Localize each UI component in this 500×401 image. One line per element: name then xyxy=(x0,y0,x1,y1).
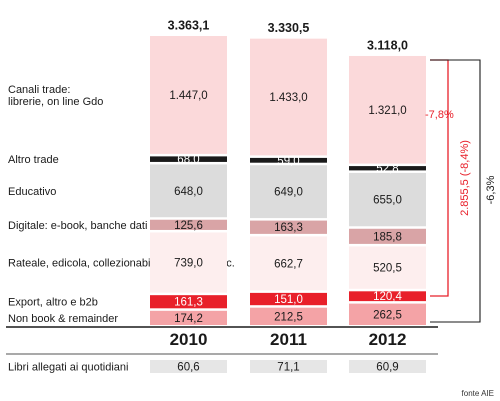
bar-segment xyxy=(250,157,327,163)
segment-value-label: 161,3 xyxy=(174,297,203,309)
segment-value-label: 649,0 xyxy=(274,187,303,199)
segment-value-label: 68,0 xyxy=(177,154,199,166)
red-bracket xyxy=(430,59,449,297)
category-label: Non book & remainder xyxy=(8,313,118,325)
category-label: Canali trade: librerie, on line Gdo xyxy=(8,84,103,108)
year-label: 2012 xyxy=(369,330,407,349)
segment-value-label: 262,5 xyxy=(373,309,402,321)
bar-segment xyxy=(250,220,327,234)
segment-value-label: 662,7 xyxy=(274,258,303,270)
year-labels: 2010 2011 2012 xyxy=(170,330,407,349)
bar-segment xyxy=(150,36,227,154)
bars: 174,2 161,3 739,0 125,6 648,0 68,0 1.447,0 212,… xyxy=(150,36,426,325)
bar-segment xyxy=(250,236,327,291)
bar-segment xyxy=(150,156,227,162)
year-label: 2010 xyxy=(170,330,208,349)
extra-row: 60,6 71,1 60,9 xyxy=(150,360,426,374)
extra-row-cell xyxy=(349,360,426,373)
segment-value-label: 151,0 xyxy=(274,294,303,306)
annotations: -7,8% 2.855,5 (-8,4%) -6,3% xyxy=(425,59,497,323)
segment-value-label: 185,8 xyxy=(373,231,402,243)
total-labels: 3.363,1 3.330,5 3.118,0 xyxy=(168,19,408,53)
extra-row-value: 60,6 xyxy=(177,362,199,374)
bar-segment xyxy=(250,38,327,156)
black-bracket-label: -6,3% xyxy=(485,175,497,204)
bar-segment xyxy=(349,246,426,289)
bar-segment xyxy=(150,310,227,325)
extra-row-cell xyxy=(150,360,227,373)
segment-value-label: 163,3 xyxy=(274,222,303,234)
segment-value-label: 52,8 xyxy=(376,163,398,175)
red-bracket-label: 2.855,5 (-8,4%) xyxy=(459,140,471,216)
bar-segment xyxy=(349,303,426,325)
bar-segment xyxy=(250,165,327,219)
bar-segment xyxy=(150,219,227,230)
extra-row-cell xyxy=(250,360,327,373)
segment-value-label: 212,5 xyxy=(274,311,303,323)
extra-row-value: 60,9 xyxy=(376,362,398,374)
extra-row-label: Libri allegati ai quotidiani xyxy=(8,362,128,374)
total-label: 3.330,5 xyxy=(268,21,310,35)
segment-value-label: 1.321,0 xyxy=(368,105,406,117)
segment-value-label: 174,2 xyxy=(174,313,203,325)
bar-segment xyxy=(349,55,426,164)
category-label: Educativo xyxy=(8,186,56,198)
segment-value-label: 120,4 xyxy=(373,291,402,303)
segment-value-label: 1.447,0 xyxy=(169,90,207,102)
bar-segment xyxy=(150,164,227,218)
category-label: Export, altro e b2b xyxy=(8,297,98,309)
bar-segment xyxy=(349,291,426,302)
bar-segment xyxy=(349,228,426,244)
bar-segment xyxy=(150,232,227,293)
segment-value-label: 59,0 xyxy=(277,155,299,167)
segment-value-label: 1.433,0 xyxy=(269,92,307,104)
extra-row-value: 71,1 xyxy=(277,362,299,374)
bar-segment xyxy=(349,172,426,227)
segment-value-label: 655,0 xyxy=(373,195,402,207)
segment-value-label: 520,5 xyxy=(373,263,402,275)
trade-change-label: -7,8% xyxy=(425,109,454,121)
black-bracket xyxy=(430,59,481,323)
total-label: 3.118,0 xyxy=(367,38,408,52)
total-label: 3.363,1 xyxy=(168,19,210,33)
category-label: Digitale: e-book, banche dati xyxy=(8,220,147,232)
segment-value-label: 739,0 xyxy=(174,258,203,270)
year-label: 2011 xyxy=(270,330,307,349)
segment-value-label: 125,6 xyxy=(174,220,203,232)
source-note: fonte AIE xyxy=(462,389,494,398)
segment-value-label: 648,0 xyxy=(174,186,203,198)
bar-segment xyxy=(250,307,327,325)
bar-segment xyxy=(349,166,426,171)
category-label: Altro trade xyxy=(8,154,59,166)
bar-segment xyxy=(250,292,327,306)
bar-segment xyxy=(150,295,227,309)
